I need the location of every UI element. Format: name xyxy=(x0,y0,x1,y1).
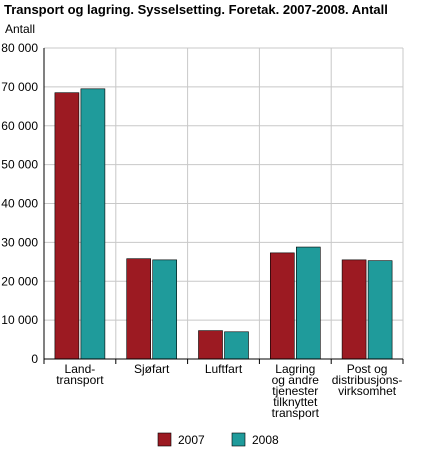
legend: 2007 2008 xyxy=(157,432,279,447)
bar-2007-0 xyxy=(54,92,80,360)
y-tick-label: 50 000 xyxy=(1,158,38,172)
legend-swatch-2007 xyxy=(157,432,172,447)
chart-title: Transport og lagring. Sysselsetting. For… xyxy=(4,2,388,17)
axis-layer: 0 10 000 20 000 30 000 40 000 50 000 60 000 70 … xyxy=(1,41,404,420)
legend-label-2007: 2007 xyxy=(178,433,205,447)
bar-2007-4 xyxy=(341,259,367,360)
x-tick-label: Post og distribusjons-virksomhet xyxy=(332,362,403,398)
y-tick-label: 20 000 xyxy=(1,274,38,288)
bar-2008-1 xyxy=(152,259,177,360)
y-tick-label: 80 000 xyxy=(1,41,38,55)
y-tick-label: 40 000 xyxy=(1,197,38,211)
y-tick-label: 10 000 xyxy=(1,313,38,327)
bar-2007-2 xyxy=(198,330,223,360)
bar-2008-4 xyxy=(367,260,393,360)
y-tick-label: 30 000 xyxy=(1,235,38,249)
y-tick-label: 0 xyxy=(31,352,38,366)
x-tick-label: Sjøfart xyxy=(134,362,170,376)
x-tick-label: Land-transport xyxy=(56,362,104,387)
legend-label-2008: 2008 xyxy=(252,433,279,447)
x-tick-label: Luftfart xyxy=(205,362,243,376)
y-axis-label: Antall xyxy=(5,22,35,36)
bars-layer xyxy=(54,88,393,360)
y-tick-label: 70 000 xyxy=(1,80,38,94)
bar-2008-2 xyxy=(224,331,249,360)
bar-2008-3 xyxy=(295,246,321,360)
bar-2008-0 xyxy=(80,88,106,360)
legend-swatch-2008 xyxy=(231,432,246,447)
bar-2007-3 xyxy=(269,252,295,360)
x-tick-label: Lagring og andre tjenester tilknyttet transp… xyxy=(272,362,320,420)
y-tick-label: 60 000 xyxy=(1,119,38,133)
bar-2007-1 xyxy=(126,258,151,360)
